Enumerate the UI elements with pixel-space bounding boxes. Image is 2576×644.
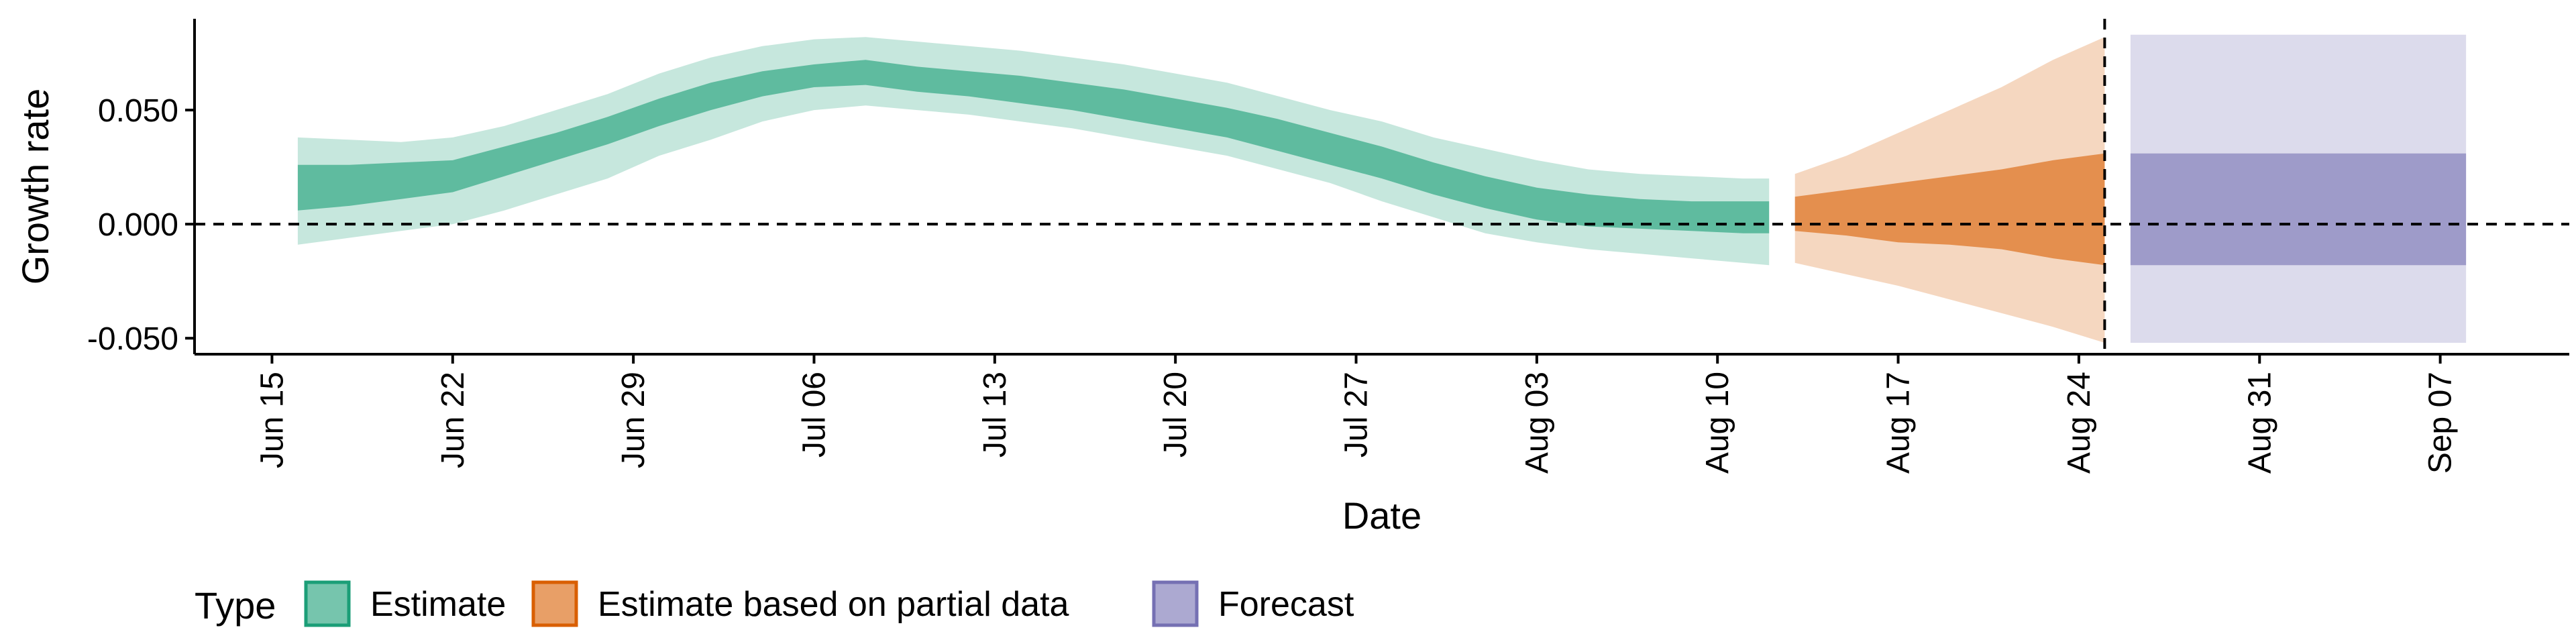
legend-label-estimate-based-on-partial-data: Estimate based on partial data bbox=[598, 585, 1069, 624]
x-tick-label: Jun 22 bbox=[435, 372, 471, 468]
x-tick-label: Jun 29 bbox=[616, 372, 651, 468]
x-tick-label: Aug 24 bbox=[2061, 372, 2097, 474]
x-tick-label: Jul 20 bbox=[1158, 372, 1193, 458]
x-tick-label: Aug 17 bbox=[1881, 372, 1917, 474]
x-tick-label: Aug 10 bbox=[1700, 372, 1735, 474]
legend-key-estimate bbox=[304, 580, 351, 627]
estimate-based-on-partial-data-inner-band bbox=[1794, 153, 2105, 266]
x-tick-label: Sep 07 bbox=[2423, 372, 2459, 474]
x-axis-ticks: Jun 15 Jun 22 Jun 29 Jul 06 Jul 13 Jul 20 Jul … bbox=[254, 354, 2459, 474]
y-axis-title: Growth rate bbox=[14, 89, 56, 285]
x-tick-label: Aug 03 bbox=[1519, 372, 1555, 474]
x-tick-label: Jul 06 bbox=[796, 372, 832, 458]
forecast-inner-band bbox=[2130, 153, 2467, 266]
x-tick-label: Jul 27 bbox=[1339, 372, 1375, 458]
interval-bands bbox=[297, 34, 2467, 343]
legend-title: Type bbox=[195, 584, 276, 627]
legend-label-estimate: Estimate bbox=[370, 585, 506, 624]
legend-label-forecast: Forecast bbox=[1218, 585, 1354, 624]
axes bbox=[193, 19, 2569, 356]
legend: Type Estimate Estimate based on partial d… bbox=[195, 580, 1354, 627]
y-axis-ticks: -0.050 0.000 0.050 bbox=[87, 93, 195, 357]
legend-key-forecast bbox=[1152, 580, 1199, 627]
y-tick-label: -0.050 bbox=[87, 321, 178, 357]
estimate-inner-band bbox=[297, 60, 1770, 233]
reference-lines bbox=[195, 19, 2569, 354]
legend-key-estimate-based-on-partial-data bbox=[531, 580, 578, 627]
x-tick-label: Jul 13 bbox=[977, 372, 1013, 458]
estimate-outer-band bbox=[297, 37, 1770, 266]
x-tick-label: Aug 31 bbox=[2242, 372, 2277, 474]
y-tick-label: 0.000 bbox=[98, 207, 178, 243]
x-tick-label: Jun 15 bbox=[254, 372, 290, 468]
y-tick-label: 0.050 bbox=[98, 93, 178, 129]
x-axis-title: Date bbox=[1342, 494, 1421, 537]
